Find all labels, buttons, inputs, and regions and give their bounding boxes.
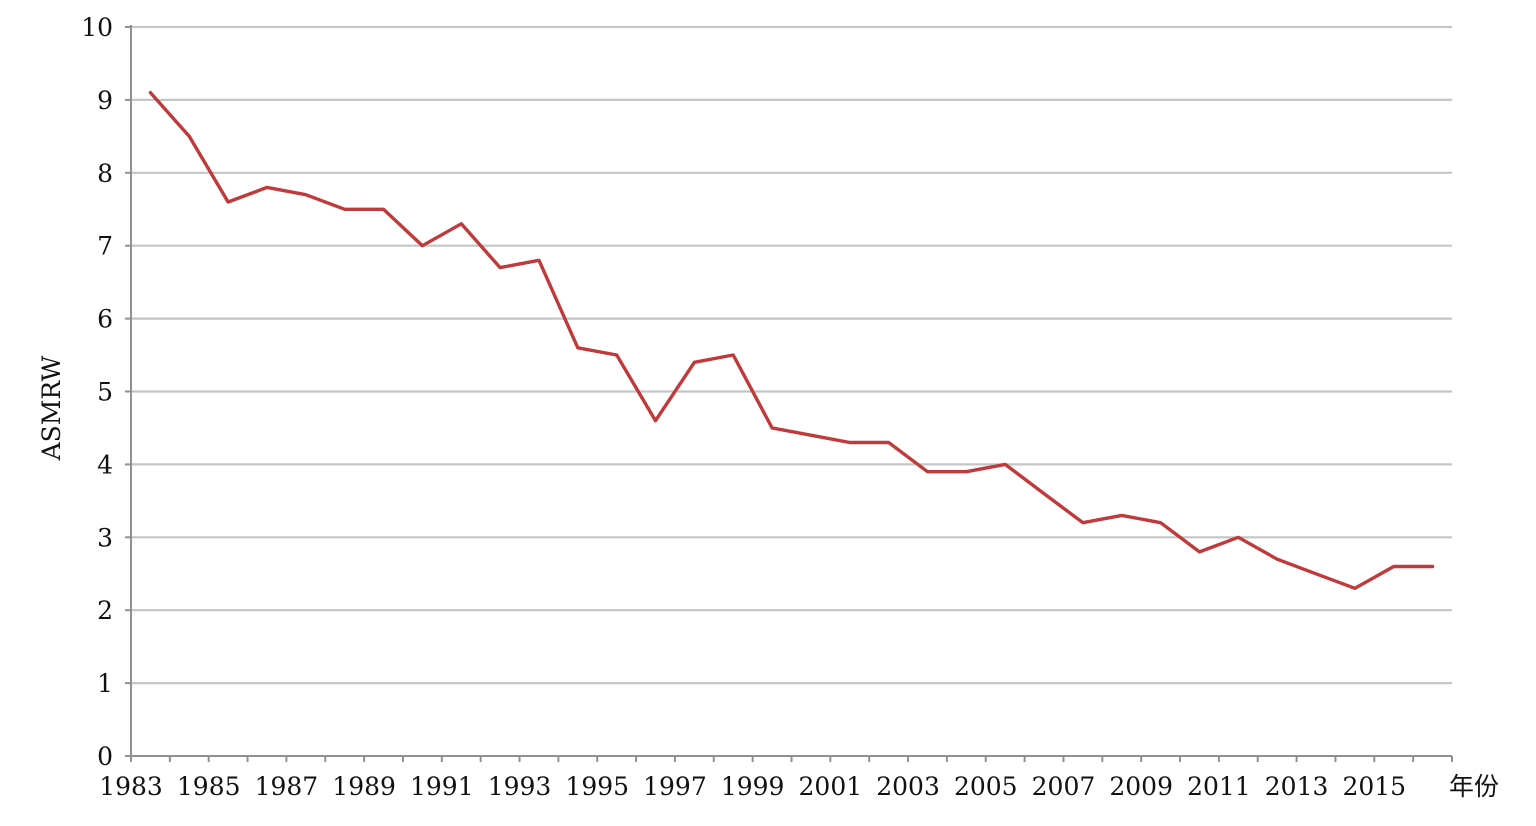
x-tick-label: 1991 bbox=[410, 772, 474, 801]
x-tick-label: 1987 bbox=[255, 772, 319, 801]
y-tick-label: 8 bbox=[97, 159, 113, 188]
x-tick-label: 2003 bbox=[876, 772, 940, 801]
y-tick-label: 2 bbox=[97, 596, 113, 625]
y-tick-label: 3 bbox=[97, 523, 113, 552]
x-tick-label: 1997 bbox=[643, 772, 707, 801]
x-tick-labels: 1983 1985 1987 1989 1991 1993 1995 1997 1999 2001… bbox=[99, 772, 1406, 801]
x-tick-label: 2015 bbox=[1342, 772, 1406, 801]
x-tick-label: 1999 bbox=[721, 772, 785, 801]
y-axis-title: ASMRW bbox=[37, 355, 66, 461]
x-tick-label: 2007 bbox=[1032, 772, 1096, 801]
x-tick-label: 2005 bbox=[954, 772, 1018, 801]
y-tick-label: 1 bbox=[97, 669, 113, 698]
series-group bbox=[148, 90, 1435, 590]
y-tick-label: 10 bbox=[81, 13, 113, 42]
series-line bbox=[148, 90, 1435, 590]
x-tick-label: 1983 bbox=[99, 772, 163, 801]
x-tick-label: 2009 bbox=[1109, 772, 1173, 801]
axes bbox=[125, 25, 1453, 762]
y-tick-label: 5 bbox=[97, 378, 113, 407]
x-tick-label: 2011 bbox=[1187, 772, 1251, 801]
x-tick-label: 1993 bbox=[488, 772, 552, 801]
x-tick-label: 1989 bbox=[332, 772, 396, 801]
x-tick-label: 1985 bbox=[177, 772, 241, 801]
y-tick-label: 4 bbox=[97, 450, 113, 479]
gridlines bbox=[131, 25, 1452, 685]
y-tick-label: 7 bbox=[97, 232, 113, 261]
x-tick-label: 2013 bbox=[1265, 772, 1329, 801]
y-tick-label: 6 bbox=[97, 305, 113, 334]
y-tick-label: 9 bbox=[97, 86, 113, 115]
x-axis-title: 年份 bbox=[1449, 772, 1499, 801]
x-tick-label: 1995 bbox=[565, 772, 629, 801]
y-tick-label: 0 bbox=[97, 742, 113, 771]
y-tick-labels: 0 1 2 3 4 5 6 7 8 9 10 bbox=[81, 13, 113, 771]
x-tick-label: 2001 bbox=[799, 772, 863, 801]
